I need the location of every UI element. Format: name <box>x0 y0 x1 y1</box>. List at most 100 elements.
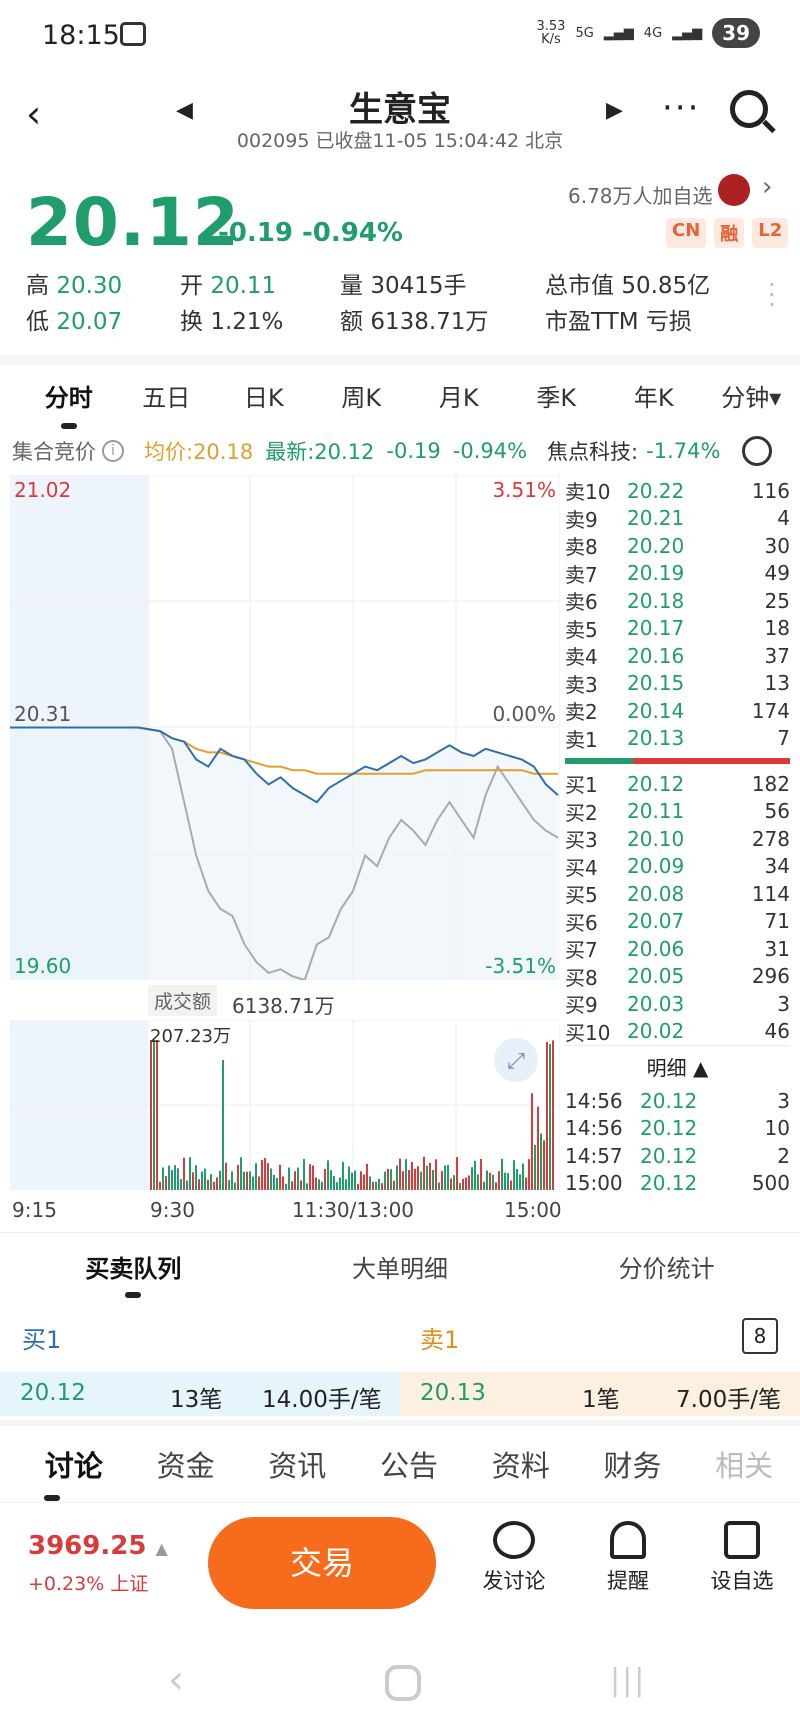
tab-day-k[interactable]: 日K <box>243 383 284 412</box>
back-icon[interactable]: ‹ <box>26 92 42 136</box>
volume-bar <box>264 1158 266 1190</box>
ask-row: 卖7 20.19 49 <box>565 560 790 588</box>
bid-label: 买10 <box>565 1020 611 1045</box>
volume-bar <box>282 1176 284 1190</box>
sector-line <box>10 726 559 980</box>
volume-bar <box>309 1164 311 1190</box>
stat-volume: 量 30415手 <box>340 273 467 299</box>
volume-bar <box>318 1179 320 1190</box>
volume-bar <box>468 1175 470 1190</box>
ask-price: 20.15 <box>627 671 685 696</box>
search-icon[interactable] <box>730 90 768 128</box>
volume-bar <box>156 1040 158 1190</box>
next-stock-icon[interactable]: ▶ <box>606 98 623 123</box>
tick-qty: 500 <box>751 1171 790 1196</box>
volume-bar <box>306 1183 308 1190</box>
volume-bar <box>489 1172 491 1190</box>
info-icon[interactable]: i <box>102 440 124 462</box>
volume-bar <box>300 1180 302 1190</box>
post-discussion-button[interactable]: 发讨论 <box>464 1521 564 1595</box>
volume-bar <box>390 1169 392 1190</box>
tab-discuss[interactable]: 讨论 <box>18 1443 130 1501</box>
tab-quarter-k[interactable]: 季K <box>536 383 577 412</box>
tab-profile[interactable]: 资料 <box>491 1449 550 1483</box>
volume-bar <box>189 1157 191 1190</box>
time-tick-1500: 15:00 <box>504 1198 562 1222</box>
avatar[interactable] <box>718 174 750 206</box>
volume-bar <box>276 1177 278 1190</box>
tab-notices[interactable]: 公告 <box>380 1449 439 1483</box>
sys-recents-icon[interactable]: ||| <box>610 1663 647 1698</box>
volume-bar <box>342 1161 344 1190</box>
stock-name: 生意宝 <box>349 90 451 130</box>
chevron-right-icon[interactable]: › <box>762 172 773 202</box>
volume-bar <box>177 1168 179 1190</box>
volume-bar <box>501 1158 503 1190</box>
volume-bar <box>321 1181 323 1190</box>
bid-row: 买1 20.12 182 <box>565 770 790 798</box>
price-chart[interactable]: 21.02 3.51% 20.31 0.00% 19.60 -3.51% <box>10 475 560 980</box>
volume-bar <box>432 1169 434 1190</box>
volume-bar <box>351 1172 353 1190</box>
tick-price: 20.12 <box>640 1116 698 1141</box>
volume-label: 成交额 <box>148 985 218 1016</box>
more-stats-icon[interactable]: · · · <box>768 271 776 319</box>
tab-year-k[interactable]: 年K <box>633 383 674 412</box>
ask-price: 20.17 <box>627 616 685 641</box>
quote-panel: 20.12 -0.19 -0.94% 6.78万人加自选 › CN 融 L2 高… <box>0 170 800 345</box>
prev-stock-icon[interactable]: ◀ <box>176 98 193 123</box>
stat-turnover: 换 1.21% <box>180 309 284 335</box>
volume-bar <box>315 1177 317 1190</box>
bid-row: 买3 20.10 278 <box>565 825 790 853</box>
tick-row: 15:00 20.12 500 <box>565 1170 790 1198</box>
volume-bar <box>246 1171 248 1190</box>
trade-button[interactable]: 交易 <box>208 1517 436 1609</box>
tab-news[interactable]: 资讯 <box>268 1449 327 1483</box>
stat-amount: 额 6138.71万 <box>340 309 489 335</box>
volume-bar <box>492 1174 494 1190</box>
volume-bar <box>486 1170 488 1190</box>
detail-toggle[interactable]: 明细 ▲ <box>565 1045 790 1087</box>
ask-price: 20.18 <box>627 588 685 613</box>
settings-icon[interactable] <box>742 436 773 466</box>
followers-count[interactable]: 6.78万人加自选 <box>568 184 713 208</box>
tick-qty: 10 <box>764 1116 790 1141</box>
tab-big-orders[interactable]: 大单明细 <box>352 1255 448 1283</box>
ask-qty: 116 <box>751 478 790 503</box>
tab-funds[interactable]: 资金 <box>156 1449 215 1483</box>
volume-bar <box>192 1172 194 1190</box>
tab-month-k[interactable]: 月K <box>438 383 479 412</box>
alert-button[interactable]: 提醒 <box>578 1521 678 1595</box>
ask-qty: 4 <box>777 506 790 531</box>
tab-intraday[interactable]: 分时 <box>20 378 118 429</box>
tab-week-k[interactable]: 周K <box>341 383 382 412</box>
tab-finance[interactable]: 财务 <box>603 1449 662 1483</box>
tab-price-stats[interactable]: 分价统计 <box>618 1255 715 1283</box>
volume-bar <box>267 1163 269 1190</box>
tab-queue[interactable]: 买卖队列 <box>0 1249 267 1298</box>
volume-bar <box>423 1156 425 1190</box>
volume-bar <box>462 1178 464 1190</box>
ask-row: 卖5 20.17 18 <box>565 615 790 643</box>
more-icon[interactable]: ··· <box>662 88 701 128</box>
tab-minute[interactable]: 分钟▾ <box>721 383 782 412</box>
ask-row: 卖9 20.21 4 <box>565 505 790 533</box>
sys-back-icon[interactable]: ‹ <box>168 1657 184 1703</box>
volume-bar <box>459 1183 461 1190</box>
volume-bar <box>402 1171 404 1190</box>
sys-home-icon[interactable] <box>385 1665 421 1701</box>
volume-bar <box>384 1171 386 1190</box>
add-watchlist-button[interactable]: 设自选 <box>692 1521 792 1595</box>
avg-line <box>10 726 558 775</box>
index-value[interactable]: 3969.25 ▲ <box>28 1531 168 1561</box>
ask-row: 卖1 20.13 7 <box>565 725 790 753</box>
tab-5day[interactable]: 五日 <box>142 383 191 412</box>
bid-row: 买5 20.08 114 <box>565 880 790 908</box>
volume-bar <box>513 1160 515 1190</box>
tab-related[interactable]: 相关 <box>715 1449 774 1483</box>
queue-count[interactable]: 8 <box>742 1318 778 1354</box>
volume-bar <box>249 1171 251 1190</box>
ask-price: 20.13 <box>627 726 685 751</box>
bid-ask-ratio-bar <box>565 756 790 766</box>
bid-row: 买7 20.06 31 <box>565 935 790 963</box>
